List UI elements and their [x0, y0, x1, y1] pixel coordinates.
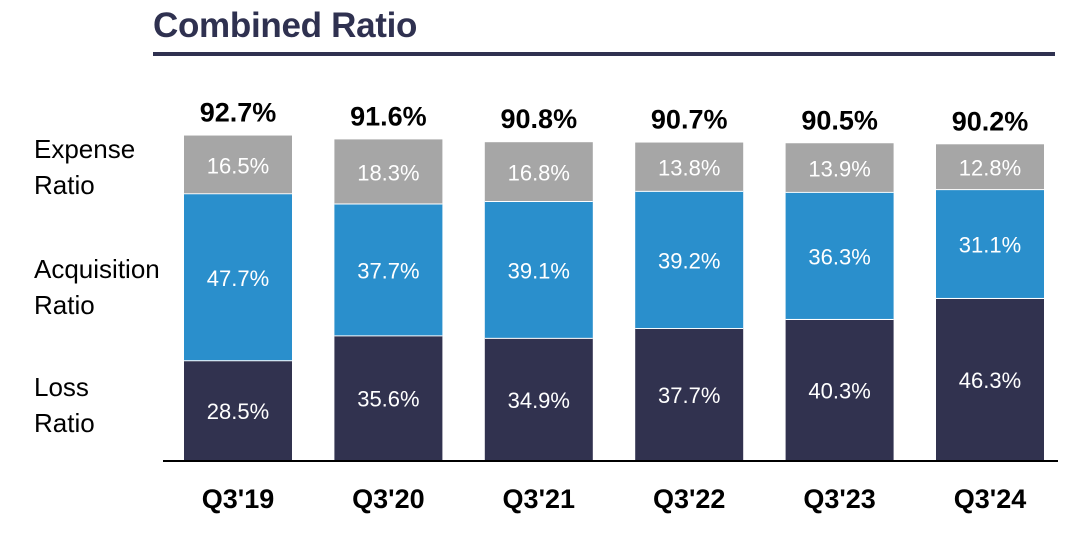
x-tick-label-4: Q3'23 [803, 484, 875, 514]
loss-bar-1 [334, 335, 443, 460]
total-label-1: 91.6% [350, 101, 427, 131]
loss-value-label-2: 34.9% [508, 388, 570, 413]
expense-value-label-1: 18.3% [357, 160, 419, 185]
total-label-3: 90.7% [651, 105, 728, 135]
expense-value-label-3: 13.8% [658, 156, 720, 181]
expense-value-label-5: 12.8% [959, 156, 1021, 181]
x-tick-label-5: Q3'24 [954, 484, 1026, 514]
acquisition-bar-5 [936, 189, 1044, 298]
x-tick-label-2: Q3'21 [503, 484, 575, 514]
x-tick-label-0: Q3'19 [202, 484, 274, 514]
acquisition-value-label-2: 39.1% [508, 258, 570, 283]
loss-value-label-1: 35.6% [357, 387, 419, 412]
loss-bar-5 [936, 297, 1044, 460]
loss-ratio-label: Loss Ratio [34, 372, 95, 438]
x-tick-label-3: Q3'22 [653, 484, 725, 514]
acquisition-value-label-0: 47.7% [207, 266, 269, 291]
acquisition-value-label-4: 36.3% [808, 244, 870, 269]
loss-value-label-5: 46.3% [959, 368, 1021, 393]
acquisition-bar-0 [184, 193, 292, 361]
expense-bar-4 [785, 143, 894, 192]
expense-value-label-0: 16.5% [207, 153, 269, 178]
expense-bar-2 [484, 142, 593, 201]
loss-value-label-4: 40.3% [808, 378, 870, 403]
total-label-0: 92.7% [200, 98, 277, 128]
expense-value-label-2: 16.8% [508, 161, 570, 186]
loss-value-label-3: 37.7% [658, 383, 720, 408]
expense-bar-1 [334, 139, 443, 204]
expense-bar-5 [936, 144, 1044, 190]
acquisition-value-label-1: 37.7% [357, 258, 419, 283]
total-label-5: 90.2% [952, 106, 1029, 136]
acquisition-value-label-3: 39.2% [658, 248, 720, 273]
acquisition-value-label-5: 31.1% [959, 233, 1021, 258]
acquisition-bar-4 [785, 191, 894, 319]
expense-value-label-4: 13.9% [808, 157, 870, 182]
expense-bar-0 [184, 135, 292, 194]
chart-title: Combined Ratio [153, 6, 418, 45]
acquisition-ratio-label: Acquisition Ratio [34, 254, 160, 320]
loss-bar-4 [785, 318, 894, 460]
expense-bar-3 [635, 142, 744, 191]
acquisition-bar-2 [484, 201, 593, 338]
total-label-4: 90.5% [801, 105, 878, 135]
expense-ratio-label: Expense Ratio [34, 134, 136, 200]
total-label-2: 90.8% [501, 104, 578, 134]
loss-value-label-0: 28.5% [207, 399, 269, 424]
loss-bar-0 [184, 360, 292, 460]
acquisition-bar-1 [334, 203, 443, 336]
acquisition-bar-3 [635, 190, 744, 329]
x-tick-label-1: Q3'20 [352, 484, 424, 514]
title-underline [153, 52, 1055, 56]
loss-bar-2 [484, 337, 593, 460]
loss-bar-3 [635, 328, 744, 460]
